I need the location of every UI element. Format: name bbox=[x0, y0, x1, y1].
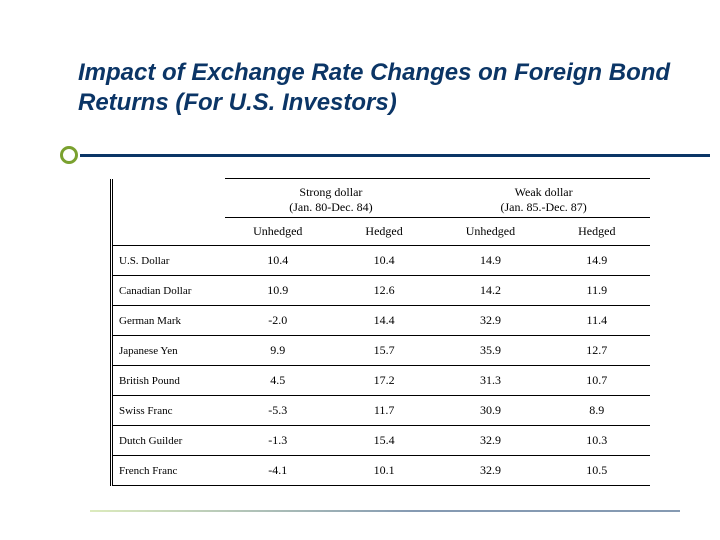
period-strong-range: (Jan. 80-Dec. 84) bbox=[289, 200, 372, 214]
col-strong-unhedged: Unhedged bbox=[225, 218, 331, 246]
cell-value: 11.4 bbox=[544, 306, 650, 336]
cell-value: 17.2 bbox=[331, 366, 437, 396]
header-hedge-blank bbox=[112, 218, 225, 246]
period-weak-range: (Jan. 85.-Dec. 87) bbox=[500, 200, 586, 214]
table-row: U.S. Dollar10.410.414.914.9 bbox=[112, 246, 651, 276]
row-label: Swiss Franc bbox=[112, 396, 225, 426]
col-strong-hedged: Hedged bbox=[331, 218, 437, 246]
divider-line bbox=[80, 154, 710, 157]
cell-value: 10.4 bbox=[331, 246, 437, 276]
table-row: British Pound4.517.231.310.7 bbox=[112, 366, 651, 396]
cell-value: -1.3 bbox=[225, 426, 331, 456]
cell-value: 30.9 bbox=[437, 396, 543, 426]
cell-value: 32.9 bbox=[437, 306, 543, 336]
row-label: German Mark bbox=[112, 306, 225, 336]
table-row: French Franc-4.110.132.910.5 bbox=[112, 456, 651, 486]
col-weak-hedged: Hedged bbox=[544, 218, 650, 246]
cell-value: -2.0 bbox=[225, 306, 331, 336]
header-strong: Strong dollar (Jan. 80-Dec. 84) bbox=[225, 179, 438, 218]
row-label: Dutch Guilder bbox=[112, 426, 225, 456]
cell-value: -5.3 bbox=[225, 396, 331, 426]
cell-value: 8.9 bbox=[544, 396, 650, 426]
cell-value: 15.7 bbox=[331, 336, 437, 366]
row-label: British Pound bbox=[112, 366, 225, 396]
row-label: Japanese Yen bbox=[112, 336, 225, 366]
cell-value: 15.4 bbox=[331, 426, 437, 456]
cell-value: 35.9 bbox=[437, 336, 543, 366]
cell-value: 4.5 bbox=[225, 366, 331, 396]
col-weak-unhedged: Unhedged bbox=[437, 218, 543, 246]
table-row: Japanese Yen9.915.735.912.7 bbox=[112, 336, 651, 366]
cell-value: 12.7 bbox=[544, 336, 650, 366]
cell-value: 10.1 bbox=[331, 456, 437, 486]
header-row-hedge: Unhedged Hedged Unhedged Hedged bbox=[112, 218, 651, 246]
table-row: Swiss Franc-5.311.730.98.9 bbox=[112, 396, 651, 426]
header-row-periods: Strong dollar (Jan. 80-Dec. 84) Weak dol… bbox=[112, 179, 651, 218]
slide-title: Impact of Exchange Rate Changes on Forei… bbox=[78, 58, 680, 118]
header-weak: Weak dollar (Jan. 85.-Dec. 87) bbox=[437, 179, 650, 218]
cell-value: 11.9 bbox=[544, 276, 650, 306]
header-blank bbox=[112, 179, 225, 218]
slide-title-block: Impact of Exchange Rate Changes on Forei… bbox=[78, 58, 680, 118]
cell-value: 10.3 bbox=[544, 426, 650, 456]
period-weak-label: Weak dollar bbox=[515, 185, 573, 199]
cell-value: 11.7 bbox=[331, 396, 437, 426]
returns-table: Strong dollar (Jan. 80-Dec. 84) Weak dol… bbox=[110, 178, 650, 486]
table-row: Dutch Guilder-1.315.432.910.3 bbox=[112, 426, 651, 456]
cell-value: 9.9 bbox=[225, 336, 331, 366]
footer-divider bbox=[90, 510, 680, 512]
cell-value: 10.7 bbox=[544, 366, 650, 396]
cell-value: 12.6 bbox=[331, 276, 437, 306]
cell-value: 10.9 bbox=[225, 276, 331, 306]
table-row: German Mark-2.014.432.911.4 bbox=[112, 306, 651, 336]
bullet-icon bbox=[60, 146, 78, 164]
cell-value: 14.4 bbox=[331, 306, 437, 336]
table-row: Canadian Dollar10.912.614.211.9 bbox=[112, 276, 651, 306]
cell-value: 14.9 bbox=[437, 246, 543, 276]
cell-value: 14.9 bbox=[544, 246, 650, 276]
cell-value: 32.9 bbox=[437, 426, 543, 456]
returns-table-wrap: Strong dollar (Jan. 80-Dec. 84) Weak dol… bbox=[110, 178, 650, 486]
cell-value: 14.2 bbox=[437, 276, 543, 306]
table-body: U.S. Dollar10.410.414.914.9Canadian Doll… bbox=[112, 246, 651, 486]
row-label: U.S. Dollar bbox=[112, 246, 225, 276]
cell-value: 10.5 bbox=[544, 456, 650, 486]
cell-value: 10.4 bbox=[225, 246, 331, 276]
cell-value: -4.1 bbox=[225, 456, 331, 486]
row-label: Canadian Dollar bbox=[112, 276, 225, 306]
row-label: French Franc bbox=[112, 456, 225, 486]
cell-value: 31.3 bbox=[437, 366, 543, 396]
cell-value: 32.9 bbox=[437, 456, 543, 486]
period-strong-label: Strong dollar bbox=[299, 185, 362, 199]
